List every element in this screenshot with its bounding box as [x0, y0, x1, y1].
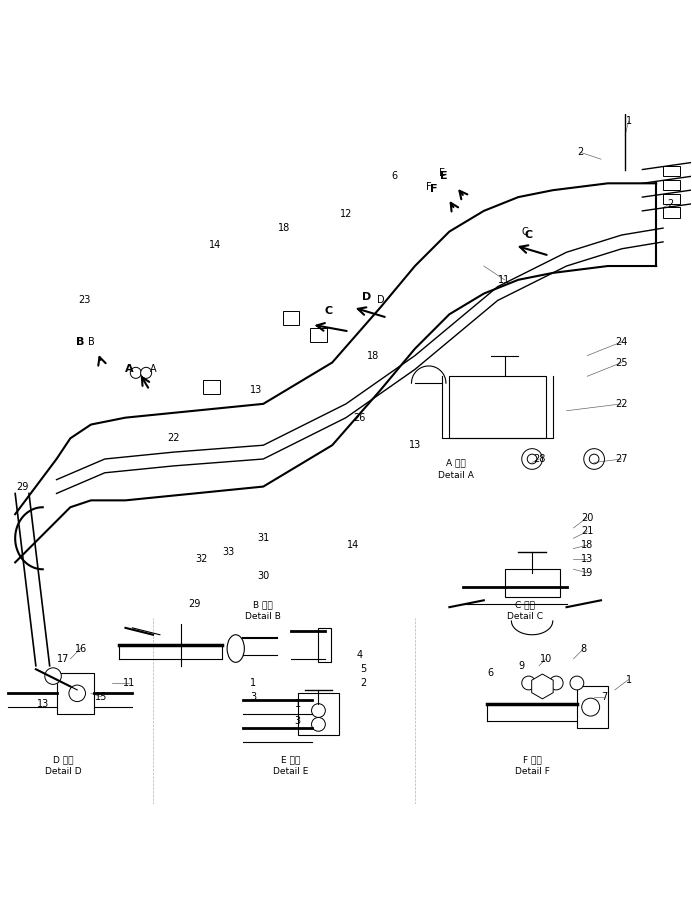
Text: B 詳細
Detail B: B 詳細 Detail B	[246, 599, 281, 621]
Text: 11: 11	[498, 274, 511, 285]
Bar	[318, 628, 331, 662]
Text: 18: 18	[278, 223, 290, 233]
Text: 24: 24	[615, 337, 628, 347]
Bar	[663, 180, 680, 190]
Text: F: F	[430, 184, 438, 194]
Text: 25: 25	[615, 357, 628, 367]
Circle shape	[527, 454, 537, 464]
Text: 18: 18	[367, 351, 380, 361]
Text: F: F	[426, 182, 432, 192]
Circle shape	[311, 718, 325, 732]
Bar	[57, 673, 94, 714]
Bar	[663, 207, 680, 218]
Text: 1: 1	[250, 678, 256, 688]
Text: 12: 12	[340, 209, 352, 219]
Text: 14: 14	[209, 241, 221, 251]
Text: 14: 14	[347, 540, 359, 550]
Text: A: A	[125, 364, 133, 375]
Text: 1: 1	[626, 675, 632, 685]
Text: D: D	[376, 296, 384, 306]
Text: 22: 22	[167, 433, 180, 443]
Text: 4: 4	[356, 651, 363, 660]
Text: 13: 13	[409, 441, 421, 450]
Text: 17: 17	[57, 654, 70, 664]
Circle shape	[584, 449, 604, 469]
Text: B: B	[76, 337, 85, 347]
Text: 32: 32	[195, 554, 208, 564]
Text: E 詳細
Detail E: E 詳細 Detail E	[273, 755, 309, 777]
Text: 13: 13	[37, 699, 49, 709]
Circle shape	[522, 449, 543, 469]
Text: 16: 16	[75, 644, 86, 654]
Text: 20: 20	[581, 512, 594, 522]
Text: 29: 29	[16, 482, 28, 491]
Text: D 詳細
Detail D: D 詳細 Detail D	[45, 755, 82, 777]
Text: 3: 3	[250, 692, 256, 701]
Text: 2: 2	[360, 678, 366, 688]
Text: 11: 11	[122, 678, 135, 688]
Text: 9: 9	[519, 661, 525, 671]
Circle shape	[311, 704, 325, 718]
Text: C: C	[525, 230, 533, 240]
Circle shape	[522, 676, 536, 690]
Bar	[504, 569, 560, 597]
Text: B: B	[88, 337, 94, 347]
Bar	[449, 376, 546, 438]
Ellipse shape	[227, 634, 244, 662]
Text: 28: 28	[533, 454, 545, 464]
Circle shape	[130, 367, 141, 378]
Circle shape	[45, 667, 62, 685]
Text: E: E	[440, 172, 448, 182]
Text: 6: 6	[488, 667, 494, 677]
Text: C: C	[325, 306, 333, 316]
Text: 2: 2	[577, 147, 583, 157]
Text: F 詳細
Detail F: F 詳細 Detail F	[515, 755, 549, 777]
Circle shape	[582, 699, 600, 716]
Text: 6: 6	[391, 172, 397, 182]
Text: 8: 8	[581, 644, 587, 654]
Circle shape	[590, 454, 599, 464]
Text: C 詳細
Detail C: C 詳細 Detail C	[507, 599, 543, 621]
Circle shape	[140, 367, 152, 378]
Text: 18: 18	[581, 540, 593, 550]
Text: 5: 5	[360, 665, 366, 674]
Text: D: D	[362, 292, 372, 302]
Text: 13: 13	[251, 385, 262, 395]
Text: 31: 31	[257, 533, 269, 543]
Bar	[663, 194, 680, 204]
Circle shape	[549, 676, 563, 690]
Text: E: E	[439, 168, 446, 178]
Text: C: C	[522, 227, 529, 237]
Text: 15: 15	[95, 692, 107, 701]
Text: 29: 29	[188, 599, 201, 609]
Text: 2: 2	[667, 199, 673, 209]
Bar	[298, 693, 339, 734]
Circle shape	[69, 685, 86, 701]
Text: 27: 27	[615, 454, 628, 464]
Text: 21: 21	[581, 526, 594, 536]
Text: 19: 19	[581, 567, 593, 577]
Text: 30: 30	[257, 571, 269, 581]
Text: 33: 33	[223, 547, 235, 557]
Text: 1: 1	[626, 117, 632, 127]
Text: A 詳細
Detail A: A 詳細 Detail A	[438, 459, 474, 480]
Bar	[310, 328, 327, 341]
Text: 10: 10	[540, 654, 552, 664]
Text: A: A	[149, 364, 156, 375]
Bar	[663, 166, 680, 176]
Bar	[577, 687, 608, 728]
Text: 3: 3	[295, 716, 301, 726]
Text: 13: 13	[581, 554, 593, 564]
Bar	[282, 311, 299, 325]
Text: 1: 1	[295, 699, 301, 709]
Text: 23: 23	[78, 296, 90, 306]
Text: 22: 22	[615, 398, 628, 409]
Circle shape	[570, 676, 584, 690]
Text: 26: 26	[354, 413, 366, 422]
Bar	[203, 380, 220, 394]
Text: 7: 7	[601, 692, 608, 701]
